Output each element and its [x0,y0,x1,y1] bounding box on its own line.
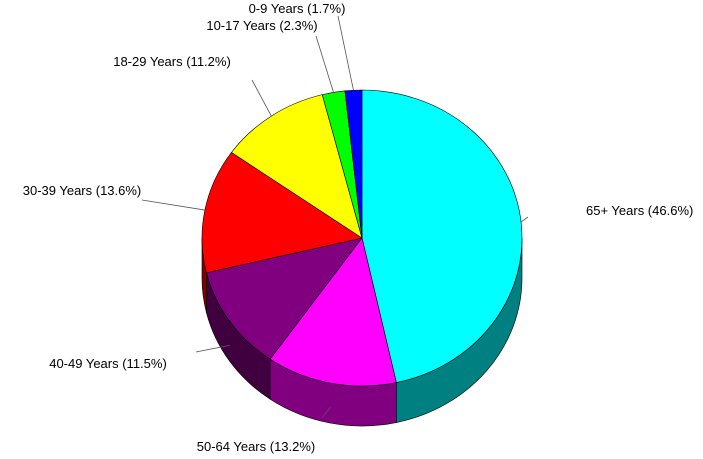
slice-65-years [361,89,523,383]
slice-18-29-years [231,94,363,239]
leader-line-0-9-years [337,15,354,91]
slice-label-50-64-years: 50-64 Years (13.2%) [197,439,316,454]
leader-line-50-64-years [321,406,331,419]
leader-line-18-29-years [251,79,272,117]
leader-line-65-years [520,216,529,223]
slice-label-65-years: 65+ Years (46.6%) [586,203,693,218]
slice-label-10-17-years: 10-17 Years (2.3%) [206,18,317,33]
slice-label-18-29-years: 18-29 Years (11.2%) [113,54,231,69]
slice-label-30-39-years: 30-39 Years (13.6%) [23,183,142,198]
slice-label-0-9-years: 0-9 Years (1.7%) [249,1,346,16]
leader-line-40-49-years [195,344,230,353]
pie-side-walls [201,237,523,427]
slice-50-64-years [269,237,397,387]
leader-line-10-17-years [315,35,334,93]
slice-40-49-years [206,237,363,360]
slice-labels: 65+ Years (46.6%) 50-64 Years (13.2%) 40-4… [23,1,694,454]
pie-slices [201,89,523,387]
label-leader-lines [141,15,529,419]
slice-label-40-49-years: 40-49 Years (11.5%) [49,356,167,371]
leader-line-30-39-years [141,199,205,211]
slice-30-39-years [201,152,363,274]
